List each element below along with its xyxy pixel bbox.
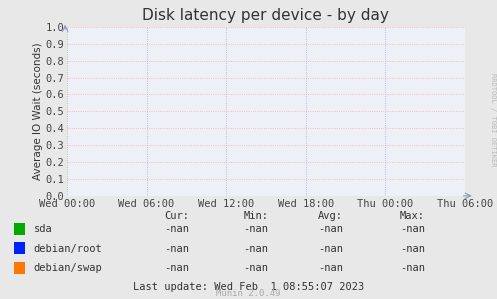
- Text: -nan: -nan: [400, 263, 425, 273]
- Text: Munin 2.0.49: Munin 2.0.49: [216, 289, 281, 298]
- Y-axis label: Average IO Wait (seconds): Average IO Wait (seconds): [33, 42, 43, 180]
- Text: -nan: -nan: [400, 244, 425, 254]
- Text: -nan: -nan: [164, 224, 189, 234]
- Text: -nan: -nan: [164, 244, 189, 254]
- Text: -nan: -nan: [318, 244, 343, 254]
- Text: Max:: Max:: [400, 211, 425, 221]
- Text: debian/root: debian/root: [34, 244, 102, 254]
- Text: -nan: -nan: [244, 224, 268, 234]
- Text: -nan: -nan: [400, 224, 425, 234]
- Text: -nan: -nan: [244, 244, 268, 254]
- Text: -nan: -nan: [318, 263, 343, 273]
- Text: Avg:: Avg:: [318, 211, 343, 221]
- Text: -nan: -nan: [318, 224, 343, 234]
- Text: Last update: Wed Feb  1 08:55:07 2023: Last update: Wed Feb 1 08:55:07 2023: [133, 282, 364, 292]
- Text: -nan: -nan: [244, 263, 268, 273]
- Text: sda: sda: [34, 224, 53, 234]
- Text: Cur:: Cur:: [164, 211, 189, 221]
- Title: Disk latency per device - by day: Disk latency per device - by day: [143, 8, 389, 23]
- Text: Min:: Min:: [244, 211, 268, 221]
- Text: RRDTOOL / TOBI OETIKER: RRDTOOL / TOBI OETIKER: [490, 73, 496, 166]
- Text: -nan: -nan: [164, 263, 189, 273]
- Text: debian/swap: debian/swap: [34, 263, 102, 273]
